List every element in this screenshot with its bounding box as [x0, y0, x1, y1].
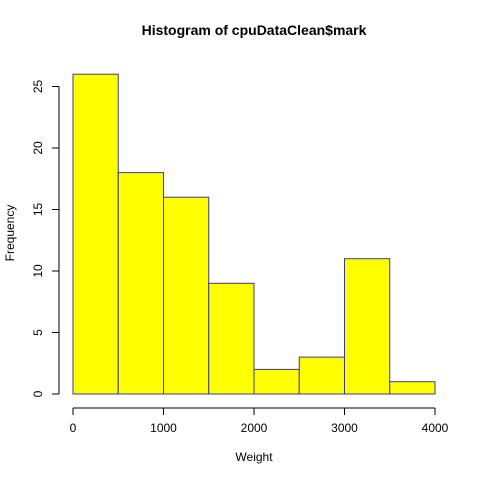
histogram-bar-2	[163, 196, 210, 395]
chart-title: Histogram of cpuDataClean$mark	[142, 22, 367, 38]
x-axis-label: Weight	[235, 450, 273, 464]
y-tick-label: 25	[31, 80, 45, 94]
x-tick-label: 0	[70, 421, 77, 435]
x-tick-label: 2000	[241, 421, 268, 435]
histogram-bar-5	[298, 356, 345, 395]
y-axis-label: Frequency	[3, 205, 17, 262]
histogram-bar-1	[117, 172, 164, 395]
x-tick-label: 3000	[331, 421, 358, 435]
y-tick-label: 5	[31, 329, 45, 336]
y-tick-label: 15	[31, 203, 45, 217]
y-tick-label: 20	[31, 141, 45, 155]
y-tick-label: 10	[31, 264, 45, 278]
x-tick-label: 4000	[422, 421, 449, 435]
histogram-bar-7	[389, 381, 436, 395]
x-tick-label: 1000	[150, 421, 177, 435]
bars-group	[72, 73, 436, 395]
x-axis: 0 1000 2000 3000 4000	[70, 407, 449, 435]
y-axis: 0 5 10 15 20 25	[31, 80, 60, 397]
histogram-bar-3	[208, 282, 255, 395]
histogram-bar-0	[72, 73, 119, 395]
y-tick-label: 0	[31, 390, 45, 397]
histogram-bar-6	[344, 258, 391, 395]
histogram-bar-4	[253, 368, 300, 395]
